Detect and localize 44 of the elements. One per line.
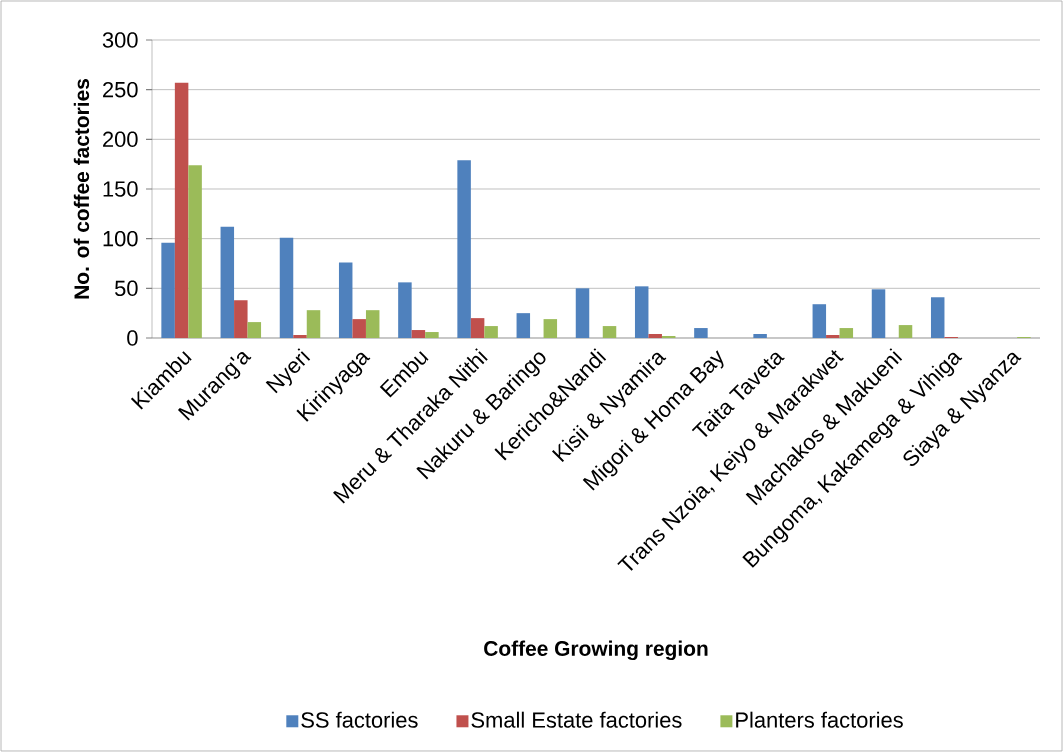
legend-label: Planters factories (736, 711, 903, 728)
y-tick-label: 50 (115, 280, 138, 297)
y-tick-label: 250 (103, 81, 138, 98)
bar (365, 310, 380, 338)
bar (694, 328, 708, 338)
bar (812, 304, 827, 338)
bar (634, 286, 649, 338)
bar (543, 319, 558, 338)
bar (457, 160, 471, 338)
bar (826, 335, 840, 338)
bar (398, 282, 412, 338)
bar (352, 319, 366, 338)
bar (753, 334, 767, 338)
y-tick-label: 300 (102, 32, 138, 48)
y-tick-label: 200 (103, 131, 138, 148)
bar (839, 328, 854, 338)
bar (411, 330, 426, 338)
bar (293, 335, 307, 338)
y-axis-title: No. of coffee factories (73, 79, 90, 299)
x-axis-title: Coffee Growing region (484, 640, 708, 661)
bar (247, 322, 262, 338)
bar (602, 326, 617, 338)
bar (174, 82, 189, 338)
bar (898, 325, 913, 338)
y-tick-label: 150 (103, 181, 138, 197)
legend-label: SS factories (301, 711, 418, 728)
bar (161, 242, 175, 338)
bar (470, 318, 485, 338)
y-tick-label: 0 (127, 330, 138, 346)
bar (279, 237, 294, 338)
bar (871, 289, 886, 338)
bar (516, 313, 531, 338)
bar (188, 165, 202, 338)
y-tick-label: 100 (103, 230, 138, 247)
bar (306, 310, 321, 338)
bar (425, 332, 439, 338)
legend-label: Small Estate factories (471, 711, 682, 728)
bar (484, 326, 498, 338)
bar (234, 300, 248, 338)
bar (648, 334, 662, 338)
bar (575, 288, 590, 338)
bar (220, 226, 235, 338)
bar (338, 262, 353, 338)
bar (930, 297, 945, 338)
